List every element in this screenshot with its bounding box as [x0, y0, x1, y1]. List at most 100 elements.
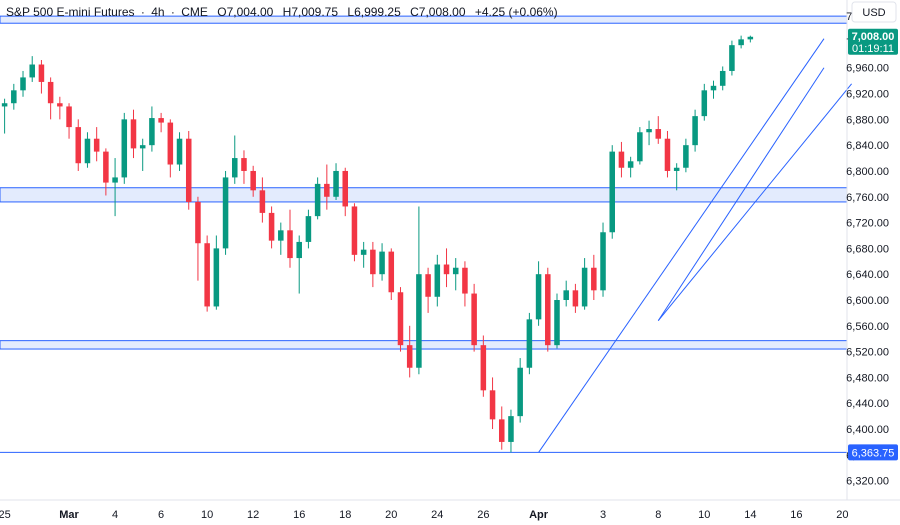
candle[interactable] [563, 280, 569, 307]
candle[interactable] [406, 325, 413, 378]
candle[interactable] [232, 135, 238, 184]
candle[interactable] [278, 222, 284, 255]
candle[interactable] [75, 119, 82, 171]
candle[interactable] [66, 103, 72, 139]
candle[interactable] [314, 177, 321, 220]
high-value: H7,009.75 [283, 5, 339, 19]
candle[interactable] [729, 40, 735, 76]
candle[interactable] [360, 241, 367, 268]
trendlines [538, 38, 852, 453]
candle-body [701, 90, 708, 117]
candle[interactable] [84, 132, 91, 168]
candle[interactable] [250, 165, 256, 197]
candle[interactable] [471, 283, 477, 352]
candle[interactable] [480, 335, 487, 397]
candle-body [526, 319, 533, 368]
candle[interactable] [646, 120, 652, 146]
candle[interactable] [572, 283, 579, 313]
candle[interactable] [1, 98, 8, 134]
candle[interactable] [434, 254, 441, 307]
candle[interactable] [517, 358, 523, 423]
currency-button[interactable] [851, 1, 897, 23]
candle[interactable] [213, 235, 220, 310]
time-axis[interactable]: 25 Mar 4 6 10 12 16 18 20 24 26 Apr 3 8 10 14 16 20 [0, 509, 849, 521]
legend-sep: · [141, 5, 145, 19]
candle[interactable] [305, 209, 312, 249]
candle[interactable] [139, 138, 146, 171]
candle[interactable] [618, 141, 625, 178]
candle[interactable] [130, 109, 137, 159]
candle[interactable] [701, 83, 708, 121]
candle[interactable] [379, 243, 385, 281]
candle[interactable] [370, 241, 376, 288]
candle[interactable] [11, 83, 17, 110]
candle[interactable] [683, 138, 689, 173]
candle[interactable] [324, 164, 330, 210]
candle[interactable] [489, 377, 496, 430]
candle[interactable] [655, 116, 662, 144]
candle[interactable] [167, 119, 174, 178]
candle[interactable] [241, 150, 247, 184]
candle[interactable] [692, 109, 698, 152]
candle[interactable] [397, 287, 404, 352]
candle[interactable] [112, 158, 118, 217]
candle[interactable] [121, 112, 128, 184]
candle[interactable] [526, 312, 533, 375]
candle[interactable] [93, 127, 100, 162]
candle[interactable] [342, 167, 349, 217]
candle[interactable] [545, 267, 551, 352]
candle[interactable] [158, 112, 164, 133]
candle[interactable] [452, 258, 459, 291]
candle[interactable] [416, 206, 422, 375]
candle[interactable] [333, 163, 339, 200]
candle[interactable] [600, 222, 606, 297]
candle[interactable] [443, 248, 450, 288]
candle[interactable] [29, 56, 35, 82]
candle[interactable] [149, 106, 155, 152]
candle[interactable] [462, 261, 468, 307]
candle[interactable] [627, 156, 634, 178]
time-tick-label: 25 [0, 509, 11, 521]
candle[interactable] [57, 96, 63, 120]
candle[interactable] [673, 163, 680, 191]
candle[interactable] [20, 70, 26, 97]
candle[interactable] [185, 130, 192, 210]
candle-body [195, 201, 201, 244]
candle[interactable] [581, 258, 588, 310]
candle-series[interactable] [1, 35, 754, 453]
candle[interactable] [103, 148, 109, 196]
candle-body [379, 251, 385, 275]
candle[interactable] [287, 209, 293, 268]
candle[interactable] [498, 406, 505, 450]
candle[interactable] [738, 35, 744, 49]
candle[interactable] [637, 127, 643, 165]
candle[interactable] [204, 235, 210, 312]
candle[interactable] [535, 261, 542, 326]
candle-body [581, 267, 588, 307]
candle[interactable] [222, 170, 229, 255]
candle[interactable] [747, 35, 754, 43]
candle[interactable] [710, 80, 717, 99]
candle[interactable] [268, 206, 275, 249]
candle[interactable] [591, 254, 597, 300]
candle[interactable] [351, 203, 358, 262]
candle[interactable] [195, 196, 201, 281]
candle[interactable] [425, 267, 431, 313]
candle[interactable] [609, 145, 615, 239]
candle[interactable] [259, 177, 266, 223]
candle[interactable] [296, 235, 302, 294]
candle-body [176, 138, 183, 165]
candle-body [296, 241, 302, 259]
candle[interactable] [508, 409, 514, 453]
candle[interactable] [47, 77, 54, 120]
trendline [538, 38, 825, 453]
candle[interactable] [38, 60, 45, 94]
candle[interactable] [554, 293, 560, 349]
candle[interactable] [176, 132, 183, 171]
candle[interactable] [664, 130, 671, 178]
candle[interactable] [719, 66, 726, 91]
candle-body [278, 230, 284, 241]
candle[interactable] [388, 248, 395, 300]
price-tick-label: 6,720.00 [846, 218, 889, 230]
